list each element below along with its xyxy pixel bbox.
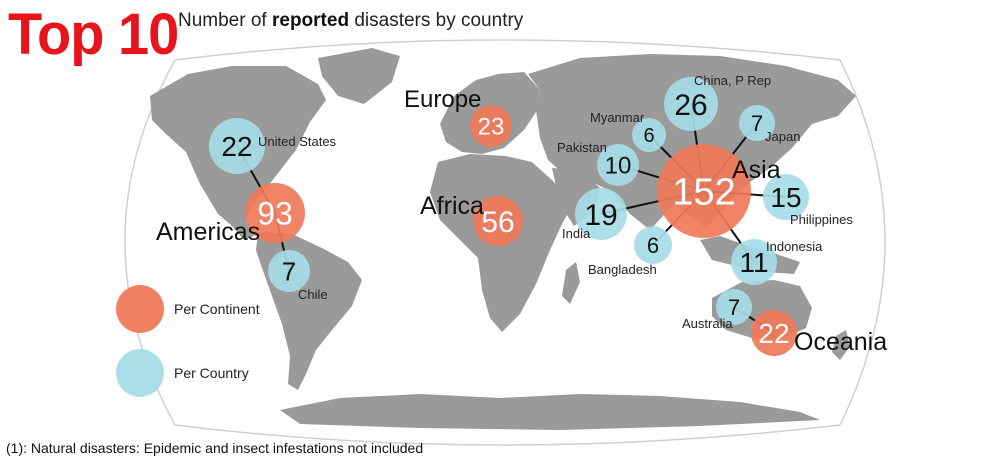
continent-value-europe: 23 xyxy=(478,114,505,141)
country-bubble-philippines xyxy=(763,174,809,220)
country-value-bangladesh: 6 xyxy=(647,233,659,258)
country-name-bangladesh: Bangladesh xyxy=(588,262,657,277)
continent-name-americas: Americas xyxy=(156,218,260,246)
legend-label-continent: Per Continent xyxy=(174,301,260,317)
continent-value-africa: 56 xyxy=(481,206,514,239)
antarctica-shape xyxy=(280,394,820,430)
country-value-united-states: 22 xyxy=(221,131,252,162)
country-bubble-myanmar xyxy=(632,118,666,152)
page-subtitle: Number of reported disasters by country xyxy=(178,10,523,32)
continent-bubble-americas xyxy=(245,183,305,243)
continent-bubble-asia xyxy=(657,144,751,238)
madagascar-shape xyxy=(562,262,580,304)
country-name-chile: Chile xyxy=(298,287,328,302)
page-title: Top 10 xyxy=(8,0,179,67)
legend-swatch-country xyxy=(116,349,164,397)
bubbles-layer xyxy=(209,77,809,356)
country-bubble-chile xyxy=(268,250,310,292)
country-value-india: 19 xyxy=(584,199,617,232)
country-bubble-bangladesh xyxy=(634,226,672,264)
legend: Per Continent Per Country xyxy=(116,285,260,397)
country-name-indonesia: Indonesia xyxy=(766,239,823,254)
legend-label-country: Per Country xyxy=(174,365,249,381)
country-name-united-states: United States xyxy=(258,134,337,149)
continent-name-asia: Asia xyxy=(732,156,781,184)
country-value-chile: 7 xyxy=(282,256,296,286)
subtitle-emphasis: reported xyxy=(271,10,350,31)
country-name-pakistan: Pakistan xyxy=(557,140,607,155)
country-value-philippines: 15 xyxy=(770,182,801,213)
country-name-australia: Australia xyxy=(682,316,733,331)
country-name-myanmar: Myanmar xyxy=(590,110,645,125)
country-value-myanmar: 6 xyxy=(643,125,654,147)
continent-value-asia: 152 xyxy=(672,172,735,214)
country-bubble-japan xyxy=(739,105,775,141)
continent-bubble-africa xyxy=(473,196,523,246)
continent-bubble-europe xyxy=(470,105,512,147)
country-bubble-australia xyxy=(716,289,752,325)
country-name-india: India xyxy=(562,226,591,241)
continent-value-oceania: 22 xyxy=(758,318,789,349)
subtitle-suffix: disasters by country xyxy=(349,10,524,31)
country-bubble-pakistan xyxy=(597,144,639,186)
subtitle-prefix: Number of xyxy=(178,10,272,31)
country-name-china-p-rep: China, P Rep xyxy=(694,73,771,88)
footnote: (1): Natural disasters: Epidemic and ins… xyxy=(6,440,424,456)
continent-value-americas: 93 xyxy=(257,196,293,232)
country-value-australia: 7 xyxy=(728,295,740,320)
asia-shape xyxy=(528,54,856,230)
continent-name-africa: Africa xyxy=(420,192,484,220)
country-value-china-p-rep: 26 xyxy=(674,89,707,122)
country-value-japan: 7 xyxy=(751,111,763,136)
country-name-philippines: Philippines xyxy=(790,212,853,227)
continent-name-europe: Europe xyxy=(404,86,481,113)
country-value-indonesia: 11 xyxy=(739,247,768,278)
country-bubble-indonesia xyxy=(731,239,777,285)
new-zealand-shape xyxy=(832,330,850,360)
country-bubble-china-p-rep xyxy=(664,77,718,131)
country-name-japan: Japan xyxy=(765,129,800,144)
country-bubble-united-states xyxy=(209,118,265,174)
legend-swatch-continent xyxy=(116,285,164,333)
continent-name-oceania: Oceania xyxy=(794,328,887,356)
country-bubble-india xyxy=(575,188,627,240)
greenland-shape xyxy=(318,48,400,104)
country-value-pakistan: 10 xyxy=(605,153,632,180)
continent-bubble-oceania xyxy=(751,310,797,356)
